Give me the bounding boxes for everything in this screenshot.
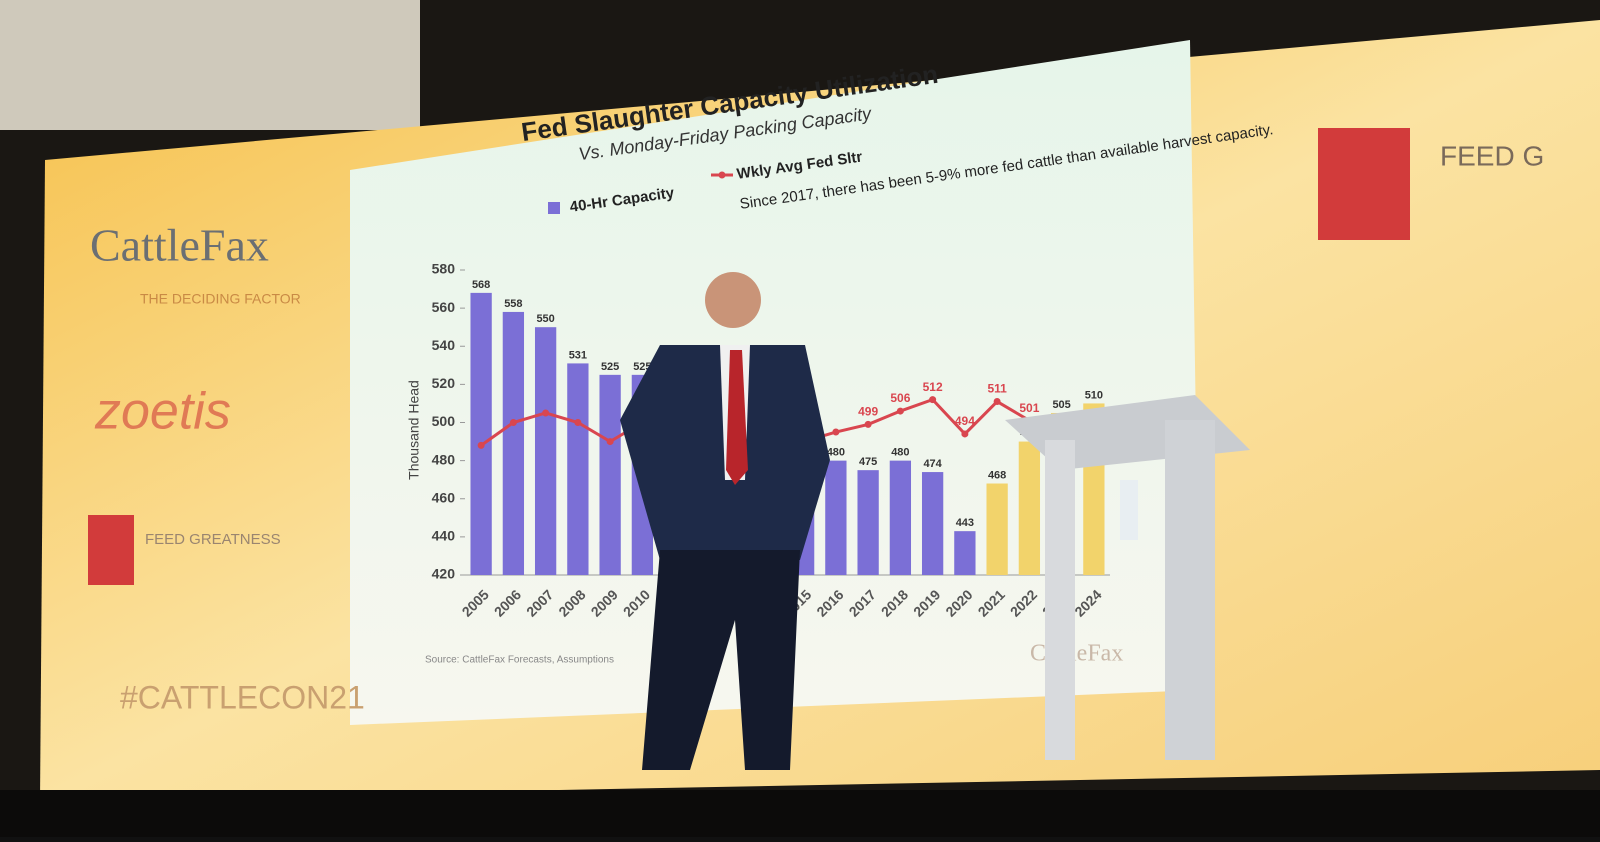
- legend-swatch: [718, 171, 726, 179]
- y-tick-label: 500: [432, 413, 456, 429]
- data-label: 568: [472, 279, 490, 291]
- bar: [1018, 441, 1041, 575]
- bar: [954, 531, 976, 575]
- y-tick-label: 480: [432, 451, 456, 467]
- checker-logo: [1318, 128, 1410, 240]
- checker-logo: [88, 515, 134, 585]
- logo: CattleFax: [90, 220, 269, 271]
- data-label: 443: [956, 517, 974, 529]
- bar: [986, 483, 1008, 575]
- bar: [470, 292, 492, 575]
- marker: [606, 438, 614, 446]
- tagline: THE DECIDING FACTOR: [140, 291, 301, 307]
- legend-swatch: [548, 202, 560, 214]
- marker: [832, 428, 840, 436]
- y-tick-label: 540: [432, 337, 456, 353]
- marker: [864, 420, 872, 428]
- marker: [961, 430, 969, 438]
- data-label: 506: [890, 391, 910, 405]
- stage-floor: [0, 790, 1600, 837]
- source: Source: CattleFax Forecasts, Assumptions: [425, 655, 614, 666]
- data-label: 468: [988, 469, 1006, 481]
- data-label: 474: [923, 458, 942, 470]
- y-tick-label: 580: [432, 261, 456, 277]
- marker: [574, 419, 582, 426]
- bar: [889, 460, 912, 575]
- feed-text: FEED G: [1440, 140, 1544, 171]
- data-label: 531: [569, 349, 587, 361]
- data-label: 550: [536, 313, 554, 325]
- bar: [534, 327, 557, 575]
- data-label: 512: [923, 380, 943, 394]
- y-tick-label: 440: [432, 528, 456, 544]
- y-axis-label: Thousand Head: [406, 380, 422, 480]
- marker: [993, 398, 1001, 406]
- data-label: 499: [858, 405, 878, 419]
- y-tick-label: 420: [432, 566, 456, 582]
- y-tick-label: 520: [432, 375, 456, 391]
- data-label: 510: [1085, 389, 1103, 401]
- ceiling: [0, 0, 420, 130]
- marker: [929, 396, 937, 404]
- sponsor: zoetis: [94, 383, 231, 441]
- data-label: 501: [1019, 401, 1039, 415]
- data-label: 505: [1052, 399, 1070, 411]
- bar: [502, 311, 525, 575]
- bar: [857, 470, 879, 575]
- data-label: 511: [987, 382, 1007, 396]
- data-label: 525: [601, 361, 619, 373]
- data-label: 494: [955, 414, 975, 428]
- y-tick-label: 460: [432, 489, 456, 505]
- podium: [1005, 395, 1250, 760]
- bar: [921, 472, 944, 575]
- marker: [509, 419, 517, 426]
- slide-logo: CattleFax: [1030, 641, 1123, 667]
- feed-text: FEED GREATNESS: [145, 531, 281, 548]
- data-label: 480: [891, 447, 909, 459]
- data-label: 558: [504, 298, 522, 310]
- data-label: 475: [859, 456, 877, 468]
- speaker: [620, 272, 830, 770]
- data-label: 480: [827, 447, 845, 459]
- bar: [825, 460, 847, 575]
- marker: [896, 407, 904, 415]
- marker: [542, 409, 550, 417]
- marker: [477, 441, 485, 449]
- y-tick-label: 560: [432, 299, 456, 315]
- bar: [567, 363, 589, 575]
- hashtag: #CATTLECON21: [120, 679, 365, 715]
- bar: [599, 374, 621, 575]
